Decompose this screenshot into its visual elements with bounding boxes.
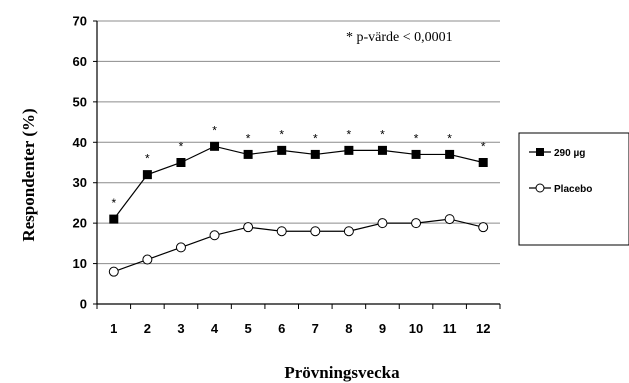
significance-star: * (279, 127, 284, 141)
significance-star: * (145, 152, 150, 166)
data-point-circle (343, 226, 354, 237)
x-tick-label: 11 (443, 321, 457, 336)
data-point-circle (142, 254, 153, 265)
filled-square-marker-icon (536, 148, 544, 156)
series-line (113, 145, 484, 220)
y-tick-label: 20 (73, 216, 87, 231)
data-point-circle (411, 218, 422, 229)
p-value-annotation: * p-värde < 0,0001 (346, 30, 453, 45)
data-point-square (142, 170, 152, 180)
significance-star: * (111, 196, 116, 210)
legend-label-290: 290 µg (554, 148, 585, 159)
legend: 290 µg Placebo (518, 132, 629, 246)
data-point-square (411, 149, 421, 159)
x-tick-label: 2 (144, 321, 151, 336)
data-point-square (210, 141, 220, 151)
series-placebo (108, 214, 489, 277)
data-point-circle (310, 226, 321, 237)
x-tick-label: 8 (345, 321, 352, 336)
data-point-circle (209, 230, 220, 241)
y-tick-label: 30 (73, 175, 87, 190)
data-point-square (478, 158, 488, 167)
x-axis-ticks: 1 2 3 4 5 6 7 8 9 10 11 12 (96, 304, 501, 336)
x-tick-label: 4 (211, 321, 219, 336)
y-tick-label: 40 (73, 135, 87, 150)
data-point-circle (243, 222, 254, 233)
data-point-square (344, 145, 354, 155)
data-point-square (109, 214, 119, 224)
y-tick-label: 70 (73, 14, 87, 29)
gridlines (97, 20, 500, 265)
data-point-circle (444, 214, 455, 225)
y-tick-label: 10 (73, 256, 87, 271)
data-point-circle (175, 242, 186, 253)
data-point-square (277, 145, 287, 155)
series-layer (108, 141, 489, 277)
y-axis-ticks: 0 10 20 30 40 50 60 70 (73, 14, 97, 312)
x-tick-label: 9 (379, 321, 386, 336)
significance-star: * (313, 131, 318, 145)
significance-star: * (481, 140, 486, 154)
x-tick-label: 3 (177, 321, 184, 336)
significance-star: * (447, 131, 452, 145)
legend-label-placebo: Placebo (554, 184, 592, 195)
significance-star: * (246, 131, 251, 145)
data-point-square (176, 158, 186, 167)
series-290 (109, 141, 488, 224)
series-line (113, 218, 484, 273)
x-axis-title: Prövningsvecka (284, 363, 400, 382)
significance-star: * (347, 127, 352, 141)
data-point-circle (108, 266, 119, 277)
y-axis-title: Respondenter (%) (19, 108, 38, 241)
significance-star: * (212, 123, 217, 137)
x-tick-label: 1 (110, 321, 117, 336)
legend-item-placebo: Placebo (529, 183, 592, 195)
data-point-square (445, 149, 455, 159)
open-circle-marker-icon (535, 183, 545, 193)
data-point-square (243, 149, 253, 159)
annotation-background (330, 22, 526, 52)
legend-item-290: 290 µg (529, 148, 585, 159)
data-point-square (310, 149, 320, 159)
y-tick-label: 0 (80, 297, 87, 312)
significance-star: * (380, 127, 385, 141)
x-tick-label: 5 (245, 321, 252, 336)
x-tick-label: 7 (312, 321, 319, 336)
y-tick-label: 50 (73, 94, 87, 109)
significance-star: * (179, 140, 184, 154)
data-point-circle (478, 222, 489, 233)
x-tick-label: 10 (409, 321, 423, 336)
axes (96, 21, 500, 305)
x-tick-label: 12 (476, 321, 490, 336)
significance-markers: * * * * * * * * * * * * (111, 123, 485, 210)
data-point-square (377, 145, 387, 155)
data-point-circle (377, 218, 388, 229)
significance-star: * (414, 131, 419, 145)
y-tick-label: 60 (73, 54, 87, 69)
x-tick-label: 6 (278, 321, 285, 336)
data-point-circle (276, 226, 287, 237)
